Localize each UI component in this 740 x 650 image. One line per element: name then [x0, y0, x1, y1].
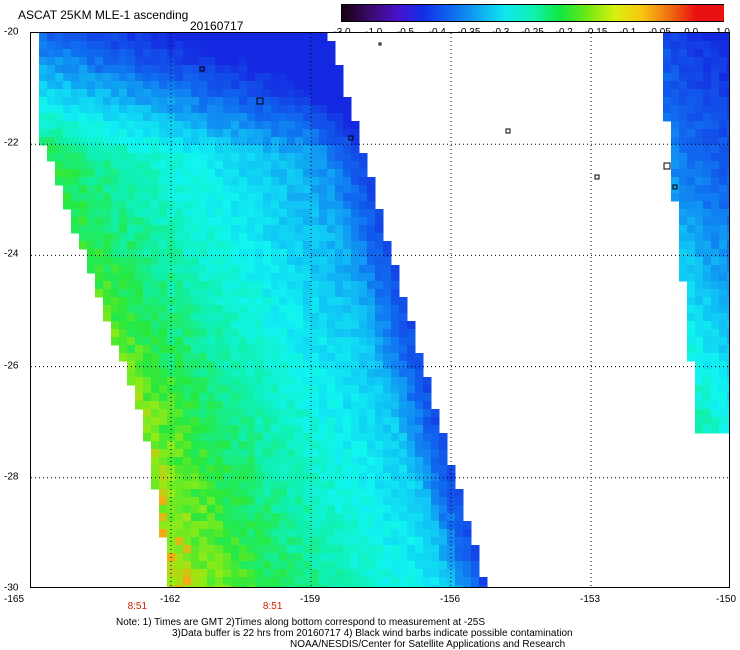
longitude-label: -165 [3, 594, 25, 605]
island-outline [199, 66, 205, 72]
colorbar-segment [478, 5, 506, 21]
longitude-label: -150 [715, 594, 737, 605]
colorbar-segment [614, 5, 642, 21]
note-line-3: NOAA/NESDIS/Center for Satellite Applica… [290, 639, 566, 650]
product-date: 20160717 [190, 19, 244, 33]
latitude-label: -26 [4, 360, 19, 372]
colorbar-segment [505, 5, 534, 21]
longitude-label: -159 [299, 594, 321, 605]
colorbar-segment [369, 5, 398, 21]
latitude-label: -24 [4, 248, 19, 260]
latitude-label: -28 [4, 471, 19, 483]
map-plot-area [30, 32, 730, 588]
colorbar-segment [668, 5, 697, 21]
colorbar-segment [641, 5, 670, 21]
colorbar-segment [450, 5, 479, 21]
colorbar-segment [532, 5, 561, 21]
longitude-label: -156 [439, 594, 461, 605]
latitude-label: -20 [4, 26, 19, 38]
island-outline [256, 97, 264, 105]
note-line-2: 3)Data buffer is 22 hrs from 20160717 4)… [172, 628, 573, 639]
map-canvas [31, 33, 729, 587]
colorbar-segment [559, 5, 588, 21]
longitude-label: -153 [579, 594, 601, 605]
island-outline [378, 42, 382, 46]
latitude-label: -30 [4, 582, 19, 594]
island-outline [505, 128, 511, 134]
colorbar [341, 4, 724, 22]
longitude-label: -162 [159, 594, 181, 605]
colorbar-segment [695, 5, 724, 21]
graticule [31, 33, 729, 587]
note-line-1: Note: 1) Times are GMT 2)Times along bot… [116, 617, 486, 628]
wind-speed-swath [39, 33, 729, 587]
island-outline [672, 184, 678, 190]
swath-time-label: 8:51 [127, 601, 148, 612]
swath-time-label: 8:51 [262, 601, 283, 612]
colorbar-segment [423, 5, 452, 21]
island-outline [594, 174, 600, 180]
latitude-label: -22 [4, 137, 19, 149]
colorbar-segment [342, 5, 370, 21]
colorbar-segment [586, 5, 615, 21]
island-outline [663, 162, 671, 170]
island-outline [348, 135, 354, 141]
colorbar-segment [396, 5, 425, 21]
product-title: ASCAT 25KM MLE-1 ascending [18, 8, 189, 22]
